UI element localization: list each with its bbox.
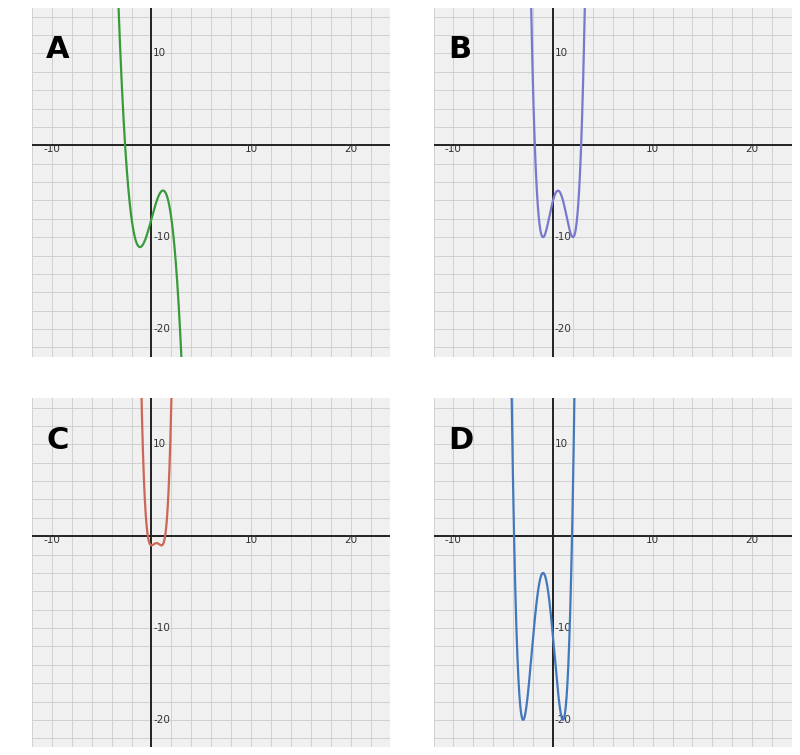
- Text: -20: -20: [554, 715, 572, 725]
- Text: 20: 20: [746, 143, 758, 154]
- Text: 20: 20: [344, 143, 358, 154]
- Text: -20: -20: [554, 324, 572, 334]
- Text: -10: -10: [554, 232, 572, 242]
- Text: -10: -10: [43, 535, 60, 544]
- Text: C: C: [46, 427, 69, 455]
- Text: -10: -10: [154, 232, 170, 242]
- Text: 10: 10: [154, 48, 166, 58]
- Text: D: D: [448, 427, 473, 455]
- Text: -20: -20: [154, 324, 170, 334]
- Text: 10: 10: [646, 143, 659, 154]
- Text: 10: 10: [554, 439, 568, 449]
- Text: -10: -10: [445, 143, 462, 154]
- Text: 10: 10: [245, 535, 258, 544]
- Text: 20: 20: [344, 535, 358, 544]
- Text: 10: 10: [245, 143, 258, 154]
- Text: 10: 10: [554, 48, 568, 58]
- Text: B: B: [448, 35, 471, 64]
- Text: 20: 20: [746, 535, 758, 544]
- Text: -10: -10: [43, 143, 60, 154]
- Text: -10: -10: [554, 623, 572, 633]
- Text: -20: -20: [154, 715, 170, 725]
- Text: A: A: [46, 35, 70, 64]
- Text: -10: -10: [154, 623, 170, 633]
- Text: -10: -10: [445, 535, 462, 544]
- Text: 10: 10: [154, 439, 166, 449]
- Text: 10: 10: [646, 535, 659, 544]
